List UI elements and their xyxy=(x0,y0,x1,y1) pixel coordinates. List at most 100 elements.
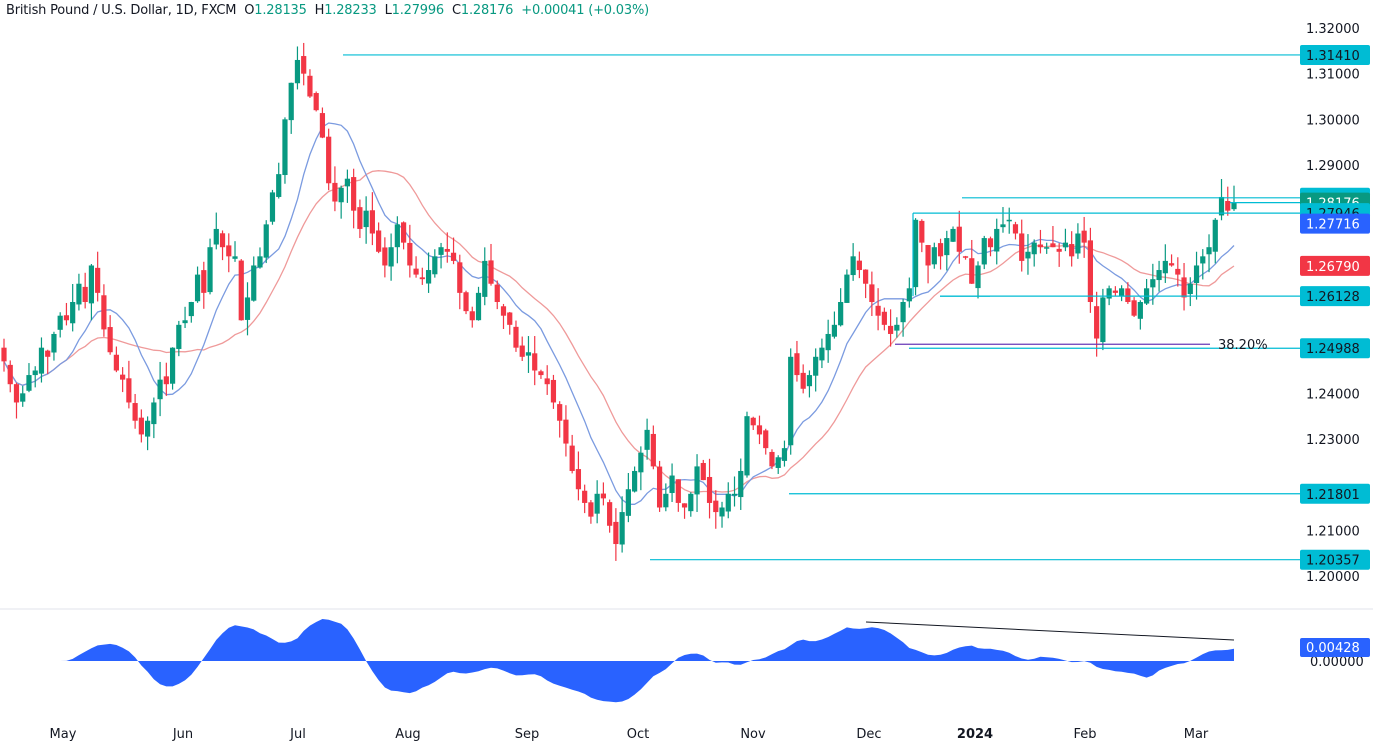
candle-up[interactable] xyxy=(806,375,813,387)
candle-down[interactable] xyxy=(613,521,619,545)
candle-down[interactable] xyxy=(113,354,119,371)
candle-down[interactable] xyxy=(650,433,656,467)
candle-up[interactable] xyxy=(781,448,788,461)
candle-up[interactable] xyxy=(594,493,600,514)
candle-down[interactable] xyxy=(450,252,457,261)
candle-down[interactable] xyxy=(400,222,407,243)
candle-down[interactable] xyxy=(326,136,332,184)
candle-down[interactable] xyxy=(588,502,594,517)
candle-up[interactable] xyxy=(425,270,432,284)
candle-up[interactable] xyxy=(1200,256,1206,264)
candle-down[interactable] xyxy=(532,353,538,371)
candle-up[interactable] xyxy=(1031,242,1037,255)
candle-down[interactable] xyxy=(107,327,113,353)
candle-down[interactable] xyxy=(1050,243,1056,248)
candle-up[interactable] xyxy=(975,265,981,289)
candle-up[interactable] xyxy=(482,260,488,297)
candle-up[interactable] xyxy=(1193,265,1200,284)
candle-down[interactable] xyxy=(1125,288,1131,303)
candle-down[interactable] xyxy=(557,404,563,421)
candle-up[interactable] xyxy=(1150,279,1156,288)
candle-up[interactable] xyxy=(1137,302,1143,319)
candle-up[interactable] xyxy=(744,416,750,476)
candle-down[interactable] xyxy=(675,479,681,503)
horizontal-levels[interactable]: 38.20% xyxy=(343,54,1300,561)
candle-up[interactable] xyxy=(38,347,45,374)
candle-up[interactable] xyxy=(169,347,176,384)
candle-up[interactable] xyxy=(719,507,725,517)
candle-down[interactable] xyxy=(538,371,544,376)
candle-up[interactable] xyxy=(145,420,151,437)
candle-down[interactable] xyxy=(126,378,132,403)
candle-up[interactable] xyxy=(207,247,213,293)
candle-down[interactable] xyxy=(856,260,862,271)
candle-up[interactable] xyxy=(775,457,781,468)
candle-up[interactable] xyxy=(638,452,644,473)
candle-down[interactable] xyxy=(407,242,413,266)
candle-down[interactable] xyxy=(1094,306,1100,339)
candle-up[interactable] xyxy=(850,256,856,276)
candle-down[interactable] xyxy=(987,238,994,248)
candle-down[interactable] xyxy=(956,226,962,252)
candle-down[interactable] xyxy=(507,312,513,325)
candle-up[interactable] xyxy=(438,247,444,255)
candle-up[interactable] xyxy=(338,187,344,203)
candle-up[interactable] xyxy=(1162,260,1168,274)
candle-up[interactable] xyxy=(269,192,276,222)
candle-up[interactable] xyxy=(844,274,850,303)
candle-down[interactable] xyxy=(63,315,70,321)
candle-down[interactable] xyxy=(519,345,525,357)
candle-down[interactable] xyxy=(863,269,869,284)
candle-down[interactable] xyxy=(656,466,663,508)
candle-up[interactable] xyxy=(944,238,950,256)
candle-down[interactable] xyxy=(919,220,925,243)
candle-down[interactable] xyxy=(1087,240,1093,303)
candle-up[interactable] xyxy=(294,59,301,84)
candle-up[interactable] xyxy=(725,493,731,512)
candle-up[interactable] xyxy=(1025,251,1031,259)
candle-up[interactable] xyxy=(282,119,288,176)
candle-down[interactable] xyxy=(794,353,800,376)
candle-down[interactable] xyxy=(82,286,88,303)
candle-up[interactable] xyxy=(1000,224,1006,228)
candle-down[interactable] xyxy=(681,503,688,508)
candle-down[interactable] xyxy=(313,93,319,111)
candle-down[interactable] xyxy=(1012,224,1019,234)
candle-up[interactable] xyxy=(906,288,912,302)
candle-down[interactable] xyxy=(962,256,969,258)
candle-down[interactable] xyxy=(1131,300,1137,316)
candle-down[interactable] xyxy=(457,262,463,293)
candle-down[interactable] xyxy=(550,379,557,403)
candle-up[interactable] xyxy=(1062,242,1069,248)
candle-down[interactable] xyxy=(563,419,569,444)
candle-down[interactable] xyxy=(413,268,419,275)
candle-up[interactable] xyxy=(76,283,82,305)
candle-down[interactable] xyxy=(887,325,894,334)
candle-up[interactable] xyxy=(738,470,744,498)
candle-up[interactable] xyxy=(388,247,394,267)
candle-down[interactable] xyxy=(494,284,500,303)
candle-down[interactable] xyxy=(45,350,51,357)
candle-down[interactable] xyxy=(444,248,450,252)
candle-up[interactable] xyxy=(32,370,38,376)
candle-down[interactable] xyxy=(357,207,363,229)
candle-up[interactable] xyxy=(88,265,95,304)
candle-down[interactable] xyxy=(582,490,588,503)
candle-up[interactable] xyxy=(819,347,825,361)
candle-up[interactable] xyxy=(232,256,238,259)
candle-up[interactable] xyxy=(475,292,482,321)
candle-down[interactable] xyxy=(706,476,713,503)
candle-up[interactable] xyxy=(1218,196,1225,216)
time-axis[interactable]: May Jun Jul Aug Sep Oct Nov Dec 2024 Feb Mar xyxy=(50,727,1209,742)
candle-up[interactable] xyxy=(70,302,76,324)
candle-up[interactable] xyxy=(669,475,675,494)
candle-up[interactable] xyxy=(838,302,844,326)
candle-down[interactable] xyxy=(95,267,101,293)
candle-down[interactable] xyxy=(351,177,357,211)
candle-down[interactable] xyxy=(332,182,338,202)
candle-down[interactable] xyxy=(1081,230,1087,243)
candle-down[interactable] xyxy=(575,469,582,490)
candle-up[interactable] xyxy=(251,265,257,301)
